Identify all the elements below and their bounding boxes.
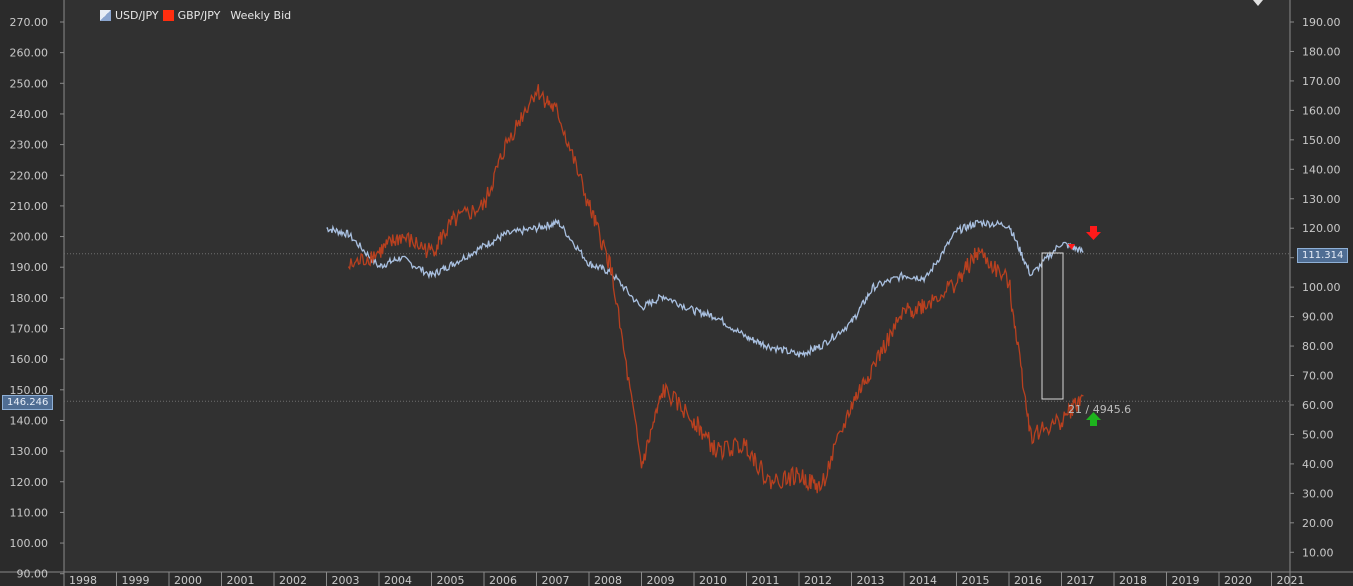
left-tick-label: 120.00 xyxy=(10,476,49,489)
x-tick-label: 2005 xyxy=(437,574,465,586)
x-tick-label: 2018 xyxy=(1119,574,1147,586)
x-tick-label: 2006 xyxy=(489,574,517,586)
legend-usd-jpy[interactable]: USD/JPY xyxy=(115,9,159,22)
plot-area xyxy=(64,0,1290,572)
left-tick-label: 140.00 xyxy=(10,414,49,427)
left-tick-label: 230.00 xyxy=(10,139,49,152)
last-price-marker-icon xyxy=(1068,244,1075,250)
right-tick-label: 10.00 xyxy=(1302,546,1334,559)
x-tick-label: 2016 xyxy=(1014,574,1042,586)
left-tick-label: 150.00 xyxy=(10,384,49,397)
buy-arrow-icon xyxy=(1086,412,1101,426)
right-tick-label: 20.00 xyxy=(1302,517,1334,530)
right-tick-label: 60.00 xyxy=(1302,399,1334,412)
right-tick-label: 160.00 xyxy=(1302,104,1341,117)
legend-timeframe: Weekly Bid xyxy=(230,9,292,22)
x-tick-label: 1998 xyxy=(69,574,97,586)
measure-label: 21 / 4945.6 xyxy=(1068,403,1131,416)
right-tick-label: 50.00 xyxy=(1302,428,1334,441)
left-tick-label: 160.00 xyxy=(10,353,49,366)
left-tick-label: 130.00 xyxy=(10,445,49,458)
left-tick-label: 180.00 xyxy=(10,292,49,305)
right-tick-label: 80.00 xyxy=(1302,340,1334,353)
chart-menu-caret-icon[interactable] xyxy=(1253,0,1263,6)
series-line-usd-jpy xyxy=(326,218,1084,359)
right-tick-label: 170.00 xyxy=(1302,75,1341,88)
x-tick-label: 2004 xyxy=(384,574,412,586)
sell-arrow-icon xyxy=(1086,226,1101,240)
right-tick-label: 140.00 xyxy=(1302,163,1341,176)
x-tick-label: 2001 xyxy=(227,574,255,586)
x-tick-label: 2012 xyxy=(804,574,832,586)
usd-jpy-swatch-icon xyxy=(100,10,111,21)
left-tick-label: 260.00 xyxy=(10,47,49,60)
chart-legend: USD/JPY GBP/JPY Weekly Bid xyxy=(100,9,291,22)
x-tick-label: 2011 xyxy=(752,574,780,586)
left-tick-label: 90.00 xyxy=(17,568,49,581)
x-tick-label: 2009 xyxy=(647,574,675,586)
x-tick-label: 1999 xyxy=(122,574,150,586)
right-tick-label: 70.00 xyxy=(1302,370,1334,383)
right-tick-label: 90.00 xyxy=(1302,311,1334,324)
x-tick-label: 2019 xyxy=(1172,574,1200,586)
left-tick-label: 250.00 xyxy=(10,77,49,90)
x-tick-label: 2020 xyxy=(1224,574,1252,586)
left-price-badge: 146.246 xyxy=(2,395,54,410)
right-price-badge: 111.314 xyxy=(1297,248,1349,263)
x-tick-label: 2007 xyxy=(542,574,570,586)
x-tick-label: 2003 xyxy=(332,574,360,586)
right-tick-label: 120.00 xyxy=(1302,222,1341,235)
x-tick-label: 2017 xyxy=(1067,574,1095,586)
right-tick-label: 150.00 xyxy=(1302,134,1341,147)
x-tick-label: 2014 xyxy=(909,574,937,586)
x-tick-label: 2010 xyxy=(699,574,727,586)
measure-box xyxy=(1041,252,1064,400)
gbp-jpy-swatch-icon xyxy=(162,10,174,21)
left-tick-label: 170.00 xyxy=(10,323,49,336)
series-line-gbp-jpy xyxy=(347,84,1084,494)
left-tick-label: 210.00 xyxy=(10,200,49,213)
left-tick-label: 220.00 xyxy=(10,169,49,182)
x-tick-label: 2021 xyxy=(1277,574,1305,586)
left-tick-label: 270.00 xyxy=(10,16,49,29)
legend-gbp-jpy[interactable]: GBP/JPY xyxy=(177,9,221,22)
x-tick-label: 2008 xyxy=(594,574,622,586)
right-tick-label: 100.00 xyxy=(1302,281,1341,294)
right-tick-label: 30.00 xyxy=(1302,487,1334,500)
right-tick-label: 180.00 xyxy=(1302,45,1341,58)
right-tick-label: 40.00 xyxy=(1302,458,1334,471)
left-tick-label: 190.00 xyxy=(10,261,49,274)
x-tick-label: 2000 xyxy=(174,574,202,586)
left-tick-label: 200.00 xyxy=(10,231,49,244)
x-tick-label: 2013 xyxy=(857,574,885,586)
left-tick-label: 110.00 xyxy=(10,506,49,519)
left-tick-label: 100.00 xyxy=(10,537,49,550)
right-tick-label: 190.00 xyxy=(1302,16,1341,29)
left-tick-label: 240.00 xyxy=(10,108,49,121)
x-tick-label: 2002 xyxy=(279,574,307,586)
right-tick-label: 130.00 xyxy=(1302,193,1341,206)
x-tick-label: 2015 xyxy=(962,574,990,586)
